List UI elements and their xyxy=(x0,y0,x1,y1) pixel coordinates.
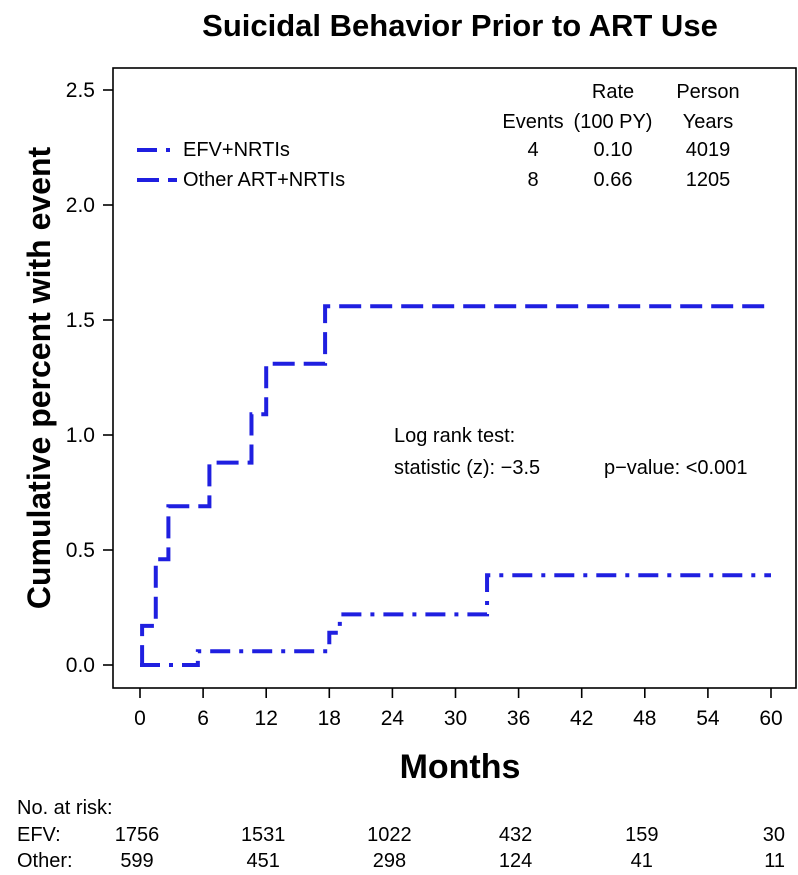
plot-frame xyxy=(112,67,797,689)
at-risk-value: 298 xyxy=(373,850,406,872)
row-person-years: 4019 xyxy=(686,139,731,161)
x-axis-label: Months xyxy=(400,748,521,786)
at-risk-value: 1022 xyxy=(367,824,412,846)
header-rate: Rate xyxy=(592,81,634,103)
x-tick-label: 42 xyxy=(570,707,593,730)
at-risk-value: 41 xyxy=(631,850,653,872)
x-tick-label: 60 xyxy=(759,707,782,730)
x-tick-label: 30 xyxy=(444,707,467,730)
header-events: Events xyxy=(502,111,563,133)
at-risk-value: 432 xyxy=(499,824,532,846)
row-rate: 0.66 xyxy=(594,169,633,191)
x-tick-label: 6 xyxy=(197,707,209,730)
y-tick-label: 2.0 xyxy=(66,194,95,217)
legend-label: EFV+NRTIs xyxy=(183,139,290,161)
header-years: Years xyxy=(683,111,733,133)
header-person: Person xyxy=(676,81,739,103)
logrank-title: Log rank test: xyxy=(394,425,515,447)
legend: EFV+NRTIs Other ART+NRTIs xyxy=(137,139,345,191)
at-risk-value: 1531 xyxy=(241,824,286,846)
logrank-statistic: statistic (z): −3.5 xyxy=(394,457,540,479)
y-tick-label: 1.0 xyxy=(66,424,95,447)
at-risk-table: No. at risk: EFV: 1756 1531 1022 432 159 30 Oth… xyxy=(17,797,785,872)
logrank-pvalue: p−value: <0.001 xyxy=(604,457,747,479)
row-events: 4 xyxy=(527,139,538,161)
x-tick-label: 18 xyxy=(318,707,341,730)
x-tick-label: 36 xyxy=(507,707,530,730)
row-person-years: 1205 xyxy=(686,169,731,191)
chart-title: Suicidal Behavior Prior to ART Use xyxy=(202,8,718,43)
at-risk-value: 1756 xyxy=(115,824,160,846)
logrank-annotation: Log rank test: statistic (z): −3.5 p−val… xyxy=(394,425,747,479)
x-tick-label: 0 xyxy=(134,707,146,730)
series-line-efv xyxy=(140,573,771,667)
y-axis-label: Cumulative percent with event xyxy=(21,146,57,609)
at-risk-value: 451 xyxy=(247,850,280,872)
y-tick-label: 0.0 xyxy=(66,654,95,677)
at-risk-value: 11 xyxy=(764,850,785,872)
y-tick-label: 2.5 xyxy=(66,79,95,102)
series-line-other-art xyxy=(140,304,771,667)
x-tick-label: 54 xyxy=(696,707,720,730)
legend-stats-table: Events Rate (100 PY) Person Years 4 0.10 4019 8 0… xyxy=(502,81,739,191)
legend-label: Other ART+NRTIs xyxy=(183,169,345,191)
row-events: 8 xyxy=(527,169,538,191)
at-risk-value: 30 xyxy=(763,824,785,846)
header-rate-unit: (100 PY) xyxy=(574,111,653,133)
at-risk-row-label: Other: xyxy=(17,850,73,872)
x-tick-label: 48 xyxy=(633,707,656,730)
at-risk-value: 159 xyxy=(625,824,658,846)
plot-area: 0 6 12 18 24 30 36 42 48 54 600.00.51.01.52.02.5 xyxy=(66,67,797,730)
at-risk-value: 124 xyxy=(499,850,532,872)
row-rate: 0.10 xyxy=(594,139,633,161)
x-tick-label: 24 xyxy=(381,707,405,730)
y-tick-label: 1.5 xyxy=(66,309,95,332)
at-risk-row-label: EFV: xyxy=(17,824,61,846)
y-tick-label: 0.5 xyxy=(66,539,95,562)
at-risk-heading: No. at risk: xyxy=(17,797,113,819)
at-risk-value: 599 xyxy=(120,850,153,872)
x-tick-label: 12 xyxy=(255,707,278,730)
